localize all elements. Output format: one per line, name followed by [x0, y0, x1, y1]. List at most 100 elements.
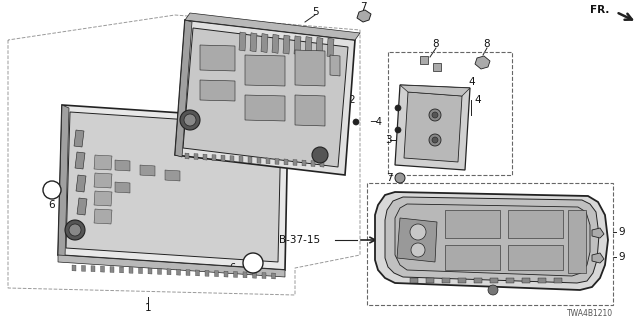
Polygon shape	[357, 10, 371, 22]
Polygon shape	[230, 156, 234, 162]
Polygon shape	[330, 55, 340, 76]
Polygon shape	[508, 210, 563, 238]
Polygon shape	[568, 210, 586, 273]
Polygon shape	[385, 197, 599, 283]
Polygon shape	[245, 55, 285, 86]
Polygon shape	[94, 209, 112, 224]
Polygon shape	[148, 268, 152, 274]
Polygon shape	[410, 278, 418, 283]
Circle shape	[410, 224, 426, 240]
Circle shape	[353, 119, 359, 125]
Polygon shape	[271, 273, 275, 279]
Polygon shape	[426, 278, 434, 283]
Polygon shape	[554, 278, 562, 283]
Polygon shape	[592, 253, 604, 263]
Text: 5: 5	[312, 7, 318, 17]
Text: 7: 7	[387, 173, 393, 183]
Text: TWA4B1210: TWA4B1210	[567, 308, 613, 317]
Text: 8: 8	[433, 39, 439, 49]
Polygon shape	[262, 273, 266, 279]
Circle shape	[411, 243, 425, 257]
Polygon shape	[185, 13, 360, 40]
Text: FR.: FR.	[589, 5, 609, 15]
Circle shape	[69, 224, 81, 236]
Polygon shape	[295, 95, 325, 126]
Text: R: R	[432, 150, 438, 159]
Text: 7: 7	[360, 2, 366, 12]
Circle shape	[432, 112, 438, 118]
Polygon shape	[76, 175, 86, 192]
Polygon shape	[375, 192, 608, 290]
Polygon shape	[175, 20, 192, 157]
Text: ─4: ─4	[404, 103, 416, 113]
Text: 1: 1	[145, 303, 151, 313]
Circle shape	[429, 109, 441, 121]
Polygon shape	[195, 270, 200, 276]
Polygon shape	[266, 158, 270, 164]
Polygon shape	[327, 38, 334, 57]
Circle shape	[312, 147, 328, 163]
Text: ─4: ─4	[370, 117, 382, 127]
Polygon shape	[395, 204, 590, 276]
Polygon shape	[248, 157, 252, 163]
Polygon shape	[58, 105, 69, 258]
Text: 6: 6	[49, 200, 55, 210]
Polygon shape	[186, 269, 190, 276]
Polygon shape	[400, 85, 470, 96]
Circle shape	[395, 173, 405, 183]
Polygon shape	[284, 159, 288, 165]
Polygon shape	[94, 155, 112, 170]
Polygon shape	[445, 245, 500, 270]
Polygon shape	[234, 271, 237, 277]
Polygon shape	[294, 36, 301, 55]
Polygon shape	[320, 161, 324, 167]
Text: B-37-15: B-37-15	[280, 235, 321, 245]
Polygon shape	[205, 270, 209, 276]
Polygon shape	[243, 272, 247, 278]
Polygon shape	[212, 155, 216, 161]
Polygon shape	[311, 161, 315, 167]
Polygon shape	[261, 34, 268, 52]
Polygon shape	[72, 265, 76, 271]
Polygon shape	[538, 278, 546, 283]
Polygon shape	[397, 218, 437, 262]
Polygon shape	[177, 269, 180, 275]
Polygon shape	[293, 159, 297, 165]
Polygon shape	[420, 56, 428, 64]
Polygon shape	[433, 63, 441, 71]
Polygon shape	[506, 278, 514, 283]
Polygon shape	[522, 278, 530, 283]
Polygon shape	[58, 255, 285, 277]
Polygon shape	[77, 198, 87, 215]
Circle shape	[488, 285, 498, 295]
Polygon shape	[239, 156, 243, 162]
Polygon shape	[508, 245, 563, 270]
Polygon shape	[81, 265, 86, 271]
Polygon shape	[183, 28, 348, 167]
Polygon shape	[115, 182, 130, 193]
Polygon shape	[474, 278, 482, 283]
Polygon shape	[100, 266, 104, 272]
Text: 9: 9	[619, 252, 625, 262]
Polygon shape	[194, 154, 198, 160]
Polygon shape	[138, 268, 143, 274]
Circle shape	[243, 253, 263, 273]
Text: 8: 8	[484, 39, 490, 49]
Polygon shape	[66, 112, 281, 262]
Polygon shape	[157, 268, 161, 275]
Polygon shape	[58, 105, 288, 270]
Polygon shape	[200, 80, 235, 101]
Polygon shape	[272, 34, 279, 53]
Circle shape	[180, 110, 200, 130]
Polygon shape	[94, 191, 112, 206]
Circle shape	[429, 134, 441, 146]
Text: 4: 4	[475, 95, 481, 105]
Polygon shape	[275, 158, 279, 164]
Polygon shape	[129, 267, 133, 273]
Circle shape	[65, 220, 85, 240]
Polygon shape	[302, 160, 306, 166]
Circle shape	[43, 181, 61, 199]
Polygon shape	[245, 95, 285, 121]
Polygon shape	[475, 56, 490, 69]
Polygon shape	[283, 35, 290, 54]
